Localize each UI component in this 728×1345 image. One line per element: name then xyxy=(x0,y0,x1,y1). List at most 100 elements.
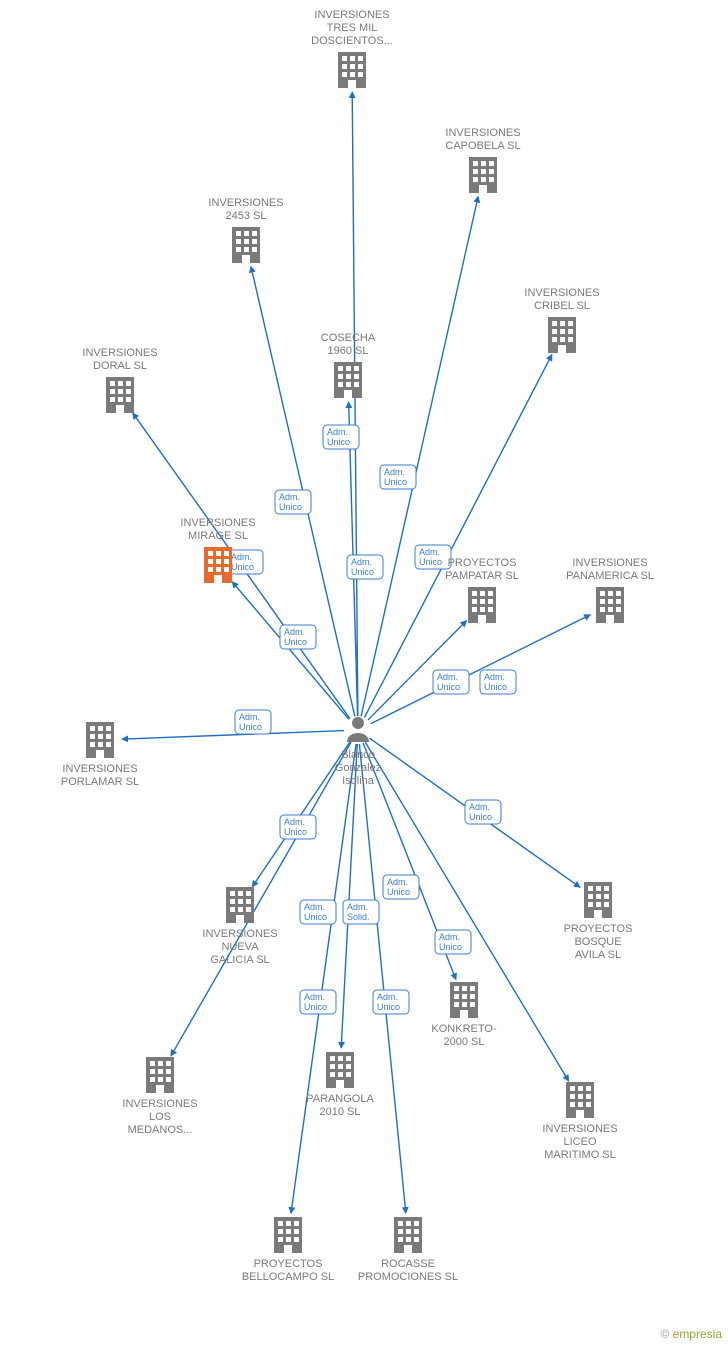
building-icon xyxy=(106,377,134,413)
svg-text:Unico: Unico xyxy=(284,637,307,647)
building-icon xyxy=(204,547,232,583)
node-bellocampo[interactable]: PROYECTOSBELLOCAMPO SL xyxy=(242,1217,334,1283)
center-label: Isolina xyxy=(342,775,375,787)
svg-text:Unico: Unico xyxy=(437,682,460,692)
svg-text:Adm.: Adm. xyxy=(437,672,458,682)
edge-capobela xyxy=(361,196,478,716)
node-label: CRIBEL SL xyxy=(534,300,590,312)
node-label: PROYECTOS xyxy=(254,1258,323,1270)
svg-text:Adm.: Adm. xyxy=(279,492,300,502)
person-icon xyxy=(347,717,369,742)
node-label: INVERSIONES xyxy=(180,517,255,529)
node-label: BOSQUE xyxy=(574,936,621,948)
edge-label-parangola: Adm.Solid. xyxy=(343,900,379,924)
node-label: PROYECTOS xyxy=(564,923,633,935)
node-cribel[interactable]: INVERSIONESCRIBEL SL xyxy=(524,287,599,353)
node-bosqueavila[interactable]: PROYECTOSBOSQUEAVILA SL xyxy=(564,882,633,961)
svg-text:Adm.: Adm. xyxy=(484,672,505,682)
node-capobela[interactable]: INVERSIONESCAPOBELA SL xyxy=(445,127,520,193)
node-nuevagalicia[interactable]: INVERSIONESNUEVAGALICIA SL xyxy=(202,887,277,966)
building-icon xyxy=(334,362,362,398)
edge-label-i2453: Adm.Unico xyxy=(275,490,311,514)
svg-text:Unico: Unico xyxy=(304,912,327,922)
building-icon xyxy=(274,1217,302,1253)
node-cosecha[interactable]: COSECHA1960 SL xyxy=(321,332,376,398)
node-label: PORLAMAR SL xyxy=(61,776,139,788)
building-icon xyxy=(584,882,612,918)
svg-text:Adm.: Adm. xyxy=(419,547,440,557)
edge-porlamar xyxy=(122,731,344,740)
svg-text:Adm.: Adm. xyxy=(439,932,460,942)
node-label: NUEVA xyxy=(221,941,259,953)
node-konkreto[interactable]: KONKRETO-2000 SL xyxy=(431,982,497,1048)
edge-label-tresmil: Adm.Unico xyxy=(323,425,359,449)
building-icon xyxy=(596,587,624,623)
building-icon xyxy=(146,1057,174,1093)
building-icon xyxy=(86,722,114,758)
node-label: MIRAGE SL xyxy=(188,530,248,542)
node-porlamar[interactable]: INVERSIONESPORLAMAR SL xyxy=(61,722,139,788)
node-tresmil[interactable]: INVERSIONESTRES MILDOSCIENTOS... xyxy=(311,9,393,88)
svg-text:Adm.: Adm. xyxy=(469,802,490,812)
edge-label-panamerica: Adm.Unico xyxy=(480,670,516,694)
svg-text:Unico: Unico xyxy=(231,562,254,572)
building-icon xyxy=(338,52,366,88)
svg-text:Unico: Unico xyxy=(304,1002,327,1012)
node-losmedanos[interactable]: INVERSIONESLOSMEDANOS... xyxy=(122,1057,197,1136)
node-rocasse[interactable]: ROCASSEPROMOCIONES SL xyxy=(358,1217,458,1283)
node-panamerica[interactable]: INVERSIONESPANAMERICA SL xyxy=(566,557,654,623)
edge-label-konkreto: Adm.Unico xyxy=(435,930,471,954)
edge-label-cribel: Adm.Unico xyxy=(415,545,451,569)
svg-text:Unico: Unico xyxy=(484,682,507,692)
node-doral[interactable]: INVERSIONESDORAL SL xyxy=(82,347,157,413)
node-label: LOS xyxy=(149,1111,171,1123)
edge-label-pampatar: Adm.Unico xyxy=(433,670,469,694)
node-label: PROMOCIONES SL xyxy=(358,1271,458,1283)
building-icon xyxy=(232,227,260,263)
node-liceo[interactable]: INVERSIONESLICEOMARITIMO SL xyxy=(542,1082,617,1161)
building-icon xyxy=(566,1082,594,1118)
node-label: LICEO xyxy=(563,1136,596,1148)
svg-text:Adm.: Adm. xyxy=(384,467,405,477)
footer-credit: © empresia xyxy=(660,1327,722,1341)
svg-text:Unico: Unico xyxy=(469,812,492,822)
svg-text:Adm.: Adm. xyxy=(327,427,348,437)
svg-text:Unico: Unico xyxy=(377,1002,400,1012)
node-label: 2000 SL xyxy=(444,1036,485,1048)
center-node[interactable]: BlancoGonzalezIsolina xyxy=(335,717,381,787)
node-label: ROCASSE xyxy=(381,1258,435,1270)
node-label: MARITIMO SL xyxy=(544,1149,616,1161)
svg-text:Solid.: Solid. xyxy=(347,912,370,922)
node-label: INVERSIONES xyxy=(82,347,157,359)
svg-text:Unico: Unico xyxy=(384,477,407,487)
edge-label-losmedanos: Adm.Unico xyxy=(300,900,336,924)
node-label: INVERSIONES xyxy=(524,287,599,299)
node-parangola[interactable]: PARANGOLA2010 SL xyxy=(306,1052,374,1118)
edge-panamerica xyxy=(371,615,591,724)
svg-text:Adm.: Adm. xyxy=(387,877,408,887)
svg-text:Unico: Unico xyxy=(327,437,350,447)
node-label: KONKRETO- xyxy=(431,1023,497,1035)
building-icon xyxy=(326,1052,354,1088)
svg-text:Adm.: Adm. xyxy=(347,902,368,912)
node-i2453[interactable]: INVERSIONES2453 SL xyxy=(208,197,283,263)
building-icon xyxy=(468,587,496,623)
edge-label-rocasse: Adm.Unico xyxy=(373,990,409,1014)
edge-mirage xyxy=(232,582,349,720)
copyright-symbol: © xyxy=(660,1327,669,1341)
node-label: INVERSIONES xyxy=(208,197,283,209)
node-label: MEDANOS... xyxy=(128,1124,193,1136)
building-icon xyxy=(226,887,254,923)
edge-label-doral: Adm.Unico xyxy=(227,550,263,574)
edge-label-mirage: Adm.Unico xyxy=(280,625,316,649)
node-pampatar[interactable]: PROYECTOSPAMPATAR SL xyxy=(445,557,519,623)
node-label: TRES MIL xyxy=(327,22,378,34)
node-label: INVERSIONES xyxy=(542,1123,617,1135)
node-label: INVERSIONES xyxy=(445,127,520,139)
svg-text:Adm.: Adm. xyxy=(284,817,305,827)
building-icon xyxy=(548,317,576,353)
network-diagram: Adm.UnicoAdm.UnicoAdm.UnicoAdm.UnicoAdm.… xyxy=(0,0,728,1345)
node-label: PARANGOLA xyxy=(306,1093,374,1105)
svg-text:Unico: Unico xyxy=(419,557,442,567)
node-label: AVILA SL xyxy=(575,949,621,961)
